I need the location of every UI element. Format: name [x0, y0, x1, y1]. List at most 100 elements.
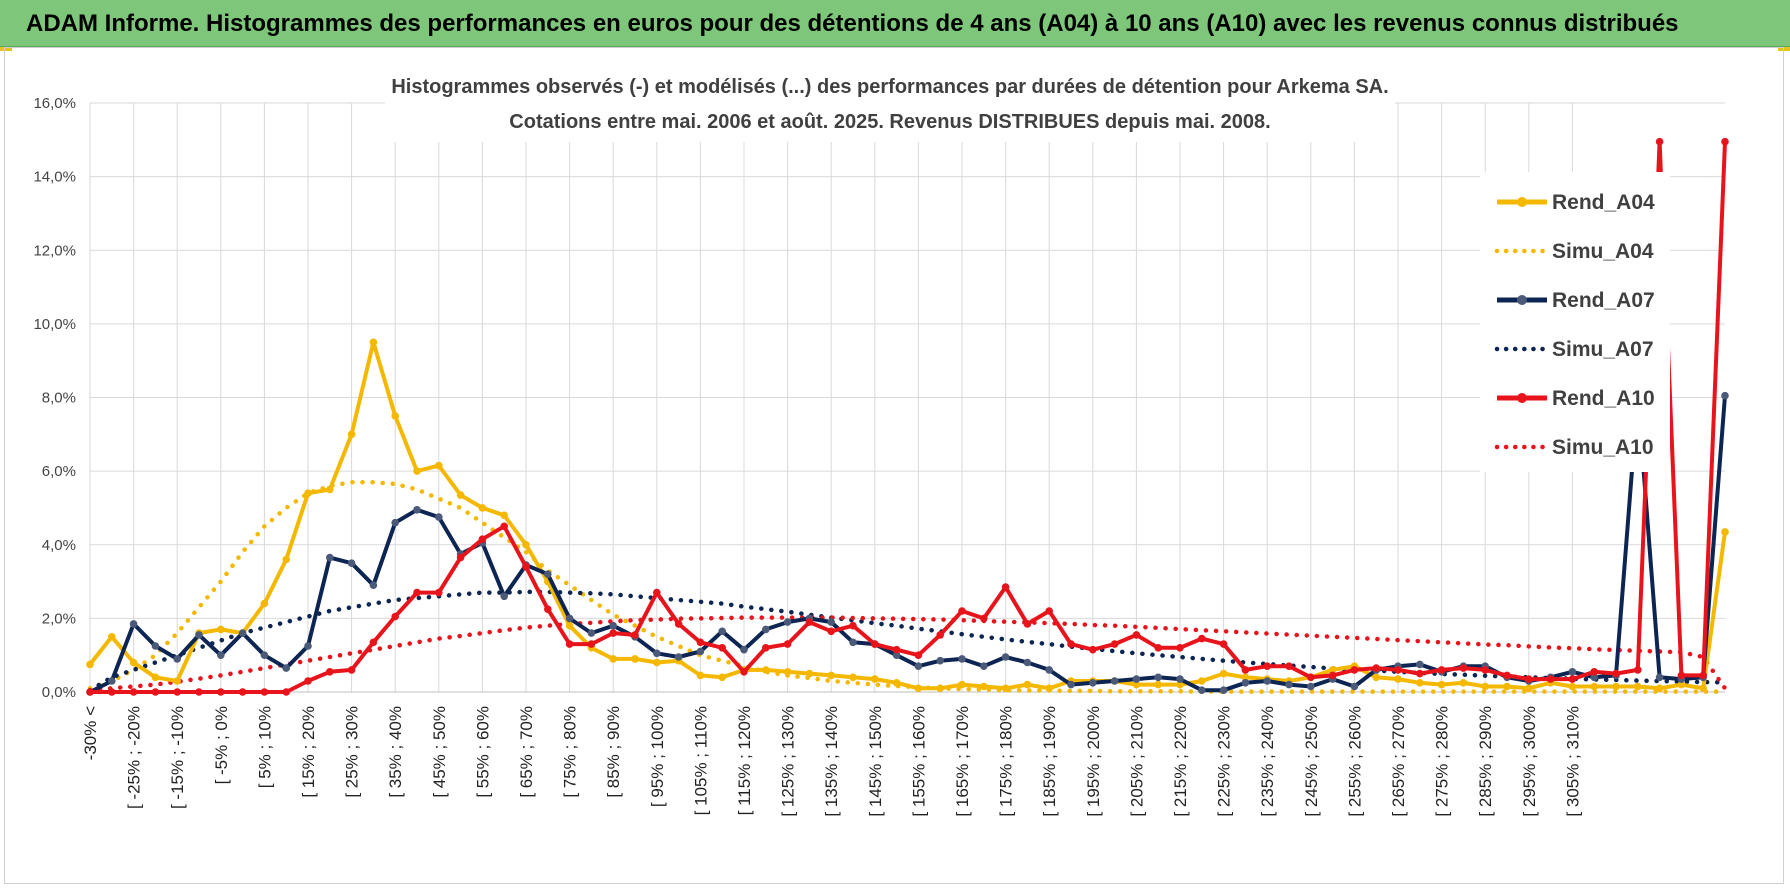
point-rend-a10: [544, 605, 552, 613]
point-rend-a10: [391, 612, 400, 621]
point-rend-a07: [1198, 686, 1206, 694]
point-rend-a04: [1459, 679, 1468, 687]
point-rend-a07: [304, 642, 312, 650]
x-tick-label: [ 265% ; 270%: [1389, 706, 1408, 817]
point-rend-a10: [369, 638, 378, 647]
point-rend-a10: [1612, 669, 1620, 678]
point-rend-a10: [936, 631, 944, 639]
x-tick-label: [ 245% ; 250%: [1302, 706, 1321, 817]
point-rend-a07: [217, 651, 225, 659]
point-rend-a04: [1001, 684, 1010, 693]
x-tick-label: [ 255% ; 260%: [1345, 706, 1364, 817]
grid-lines: [89, 102, 1725, 693]
point-rend-a04: [1154, 680, 1162, 689]
point-rend-a04: [1416, 679, 1424, 687]
point-rend-a10: [783, 640, 792, 648]
legend-label-simu-a07: Simu_A07: [1552, 338, 1654, 361]
point-rend-a04: [1525, 684, 1533, 693]
point-rend-a04: [609, 655, 617, 663]
point-rend-a07: [718, 627, 726, 636]
point-rend-a10: [565, 640, 574, 648]
y-tick-label: 12,0%: [33, 242, 76, 259]
point-rend-a07: [914, 662, 923, 670]
x-tick-label: [ 235% ; 240%: [1258, 706, 1277, 817]
point-rend-a07: [936, 656, 944, 665]
point-rend-a10: [1089, 645, 1097, 654]
chart-title-line-2: Cotations entre mai. 2006 et août. 2025.…: [509, 111, 1270, 133]
x-tick-label: [ 135% ; 140%: [822, 706, 841, 817]
point-rend-a10: [1241, 666, 1250, 674]
point-rend-a10: [1568, 675, 1577, 683]
point-rend-a07: [783, 618, 792, 626]
chart-frame: [4, 47, 1784, 884]
corner-accent-right: [1778, 47, 1790, 51]
point-rend-a07: [326, 553, 334, 562]
point-rend-a04: [435, 461, 443, 470]
point-rend-a10: [631, 631, 639, 639]
point-rend-a04: [478, 504, 487, 512]
point-rend-a04: [86, 660, 94, 669]
point-rend-a10: [108, 688, 116, 696]
point-rend-a04: [631, 655, 639, 663]
point-rend-a04: [304, 489, 312, 498]
point-rend-a04: [1372, 673, 1380, 682]
point-rend-a04: [369, 338, 378, 347]
point-rend-a07: [1285, 680, 1293, 689]
point-rend-a10: [1394, 666, 1402, 674]
series-line-rend-a07: [89, 393, 1727, 694]
point-rend-a10: [413, 588, 421, 597]
x-tick-label: [ 65% ; 70%: [517, 706, 536, 798]
point-rend-a07: [1219, 686, 1228, 694]
x-tick-label: [ 145% ; 150%: [866, 706, 885, 817]
point-rend-a07: [108, 677, 116, 685]
point-rend-a04: [1437, 680, 1446, 689]
y-axis-ticks: 0,0% 2,0% 4,0% 6,0% 8,0% 10,0% 12,0% 14,0% 16,0%: [33, 95, 76, 701]
point-rend-a10: [1503, 671, 1511, 680]
point-rend-a10: [849, 621, 857, 630]
point-rend-a10: [587, 640, 596, 648]
point-rend-a07: [1590, 673, 1598, 682]
chart-title-background: [385, 66, 1395, 142]
point-rend-a04: [958, 680, 966, 689]
point-rend-a04: [347, 430, 356, 439]
point-rend-a10: [1699, 671, 1707, 680]
point-rend-a10: [1263, 662, 1271, 670]
point-rend-a07: [1045, 666, 1053, 674]
point-rend-a04: [217, 625, 225, 634]
point-rend-a10: [805, 618, 814, 626]
point-rend-a10: [674, 620, 683, 628]
x-tick-label: -30% <: [81, 706, 100, 760]
point-rend-a10: [1416, 669, 1424, 678]
point-rend-a10: [151, 688, 160, 696]
x-tick-label: [ 185% ; 190%: [1040, 706, 1059, 817]
point-rend-a07: [980, 662, 988, 670]
x-tick-label: [ 205% ; 210%: [1127, 706, 1146, 817]
point-rend-a10: [326, 668, 334, 676]
point-rend-a10: [1372, 664, 1380, 672]
point-rend-a10: [653, 588, 661, 597]
point-rend-a07: [282, 664, 291, 672]
y-tick-label: 8,0%: [42, 390, 76, 407]
point-rend-a10: [1546, 675, 1555, 683]
point-rend-a07: [958, 655, 966, 663]
point-rend-a07: [827, 618, 835, 626]
point-rend-a10: [260, 688, 269, 696]
point-rend-a10: [1437, 666, 1446, 674]
point-rend-a07: [1089, 679, 1097, 687]
point-rend-a04: [108, 633, 116, 641]
x-tick-label: [ 305% ; 310%: [1563, 706, 1582, 817]
point-rend-a04: [456, 491, 465, 499]
point-rend-a07: [653, 649, 661, 658]
point-rend-a07: [740, 645, 748, 654]
point-rend-a10: [282, 688, 291, 696]
point-rend-a07: [1176, 675, 1184, 683]
point-rend-a04: [762, 666, 770, 674]
point-rend-a07: [762, 625, 770, 634]
x-tick-label: [ -5% ; 0%: [212, 706, 231, 784]
point-rend-a10: [1023, 620, 1032, 628]
point-rend-a10: [1067, 640, 1075, 648]
point-rend-a10: [1110, 640, 1119, 648]
point-rend-a04: [1198, 677, 1206, 685]
x-tick-label: [ 55% ; 60%: [473, 706, 492, 798]
point-rend-a04: [849, 673, 857, 682]
